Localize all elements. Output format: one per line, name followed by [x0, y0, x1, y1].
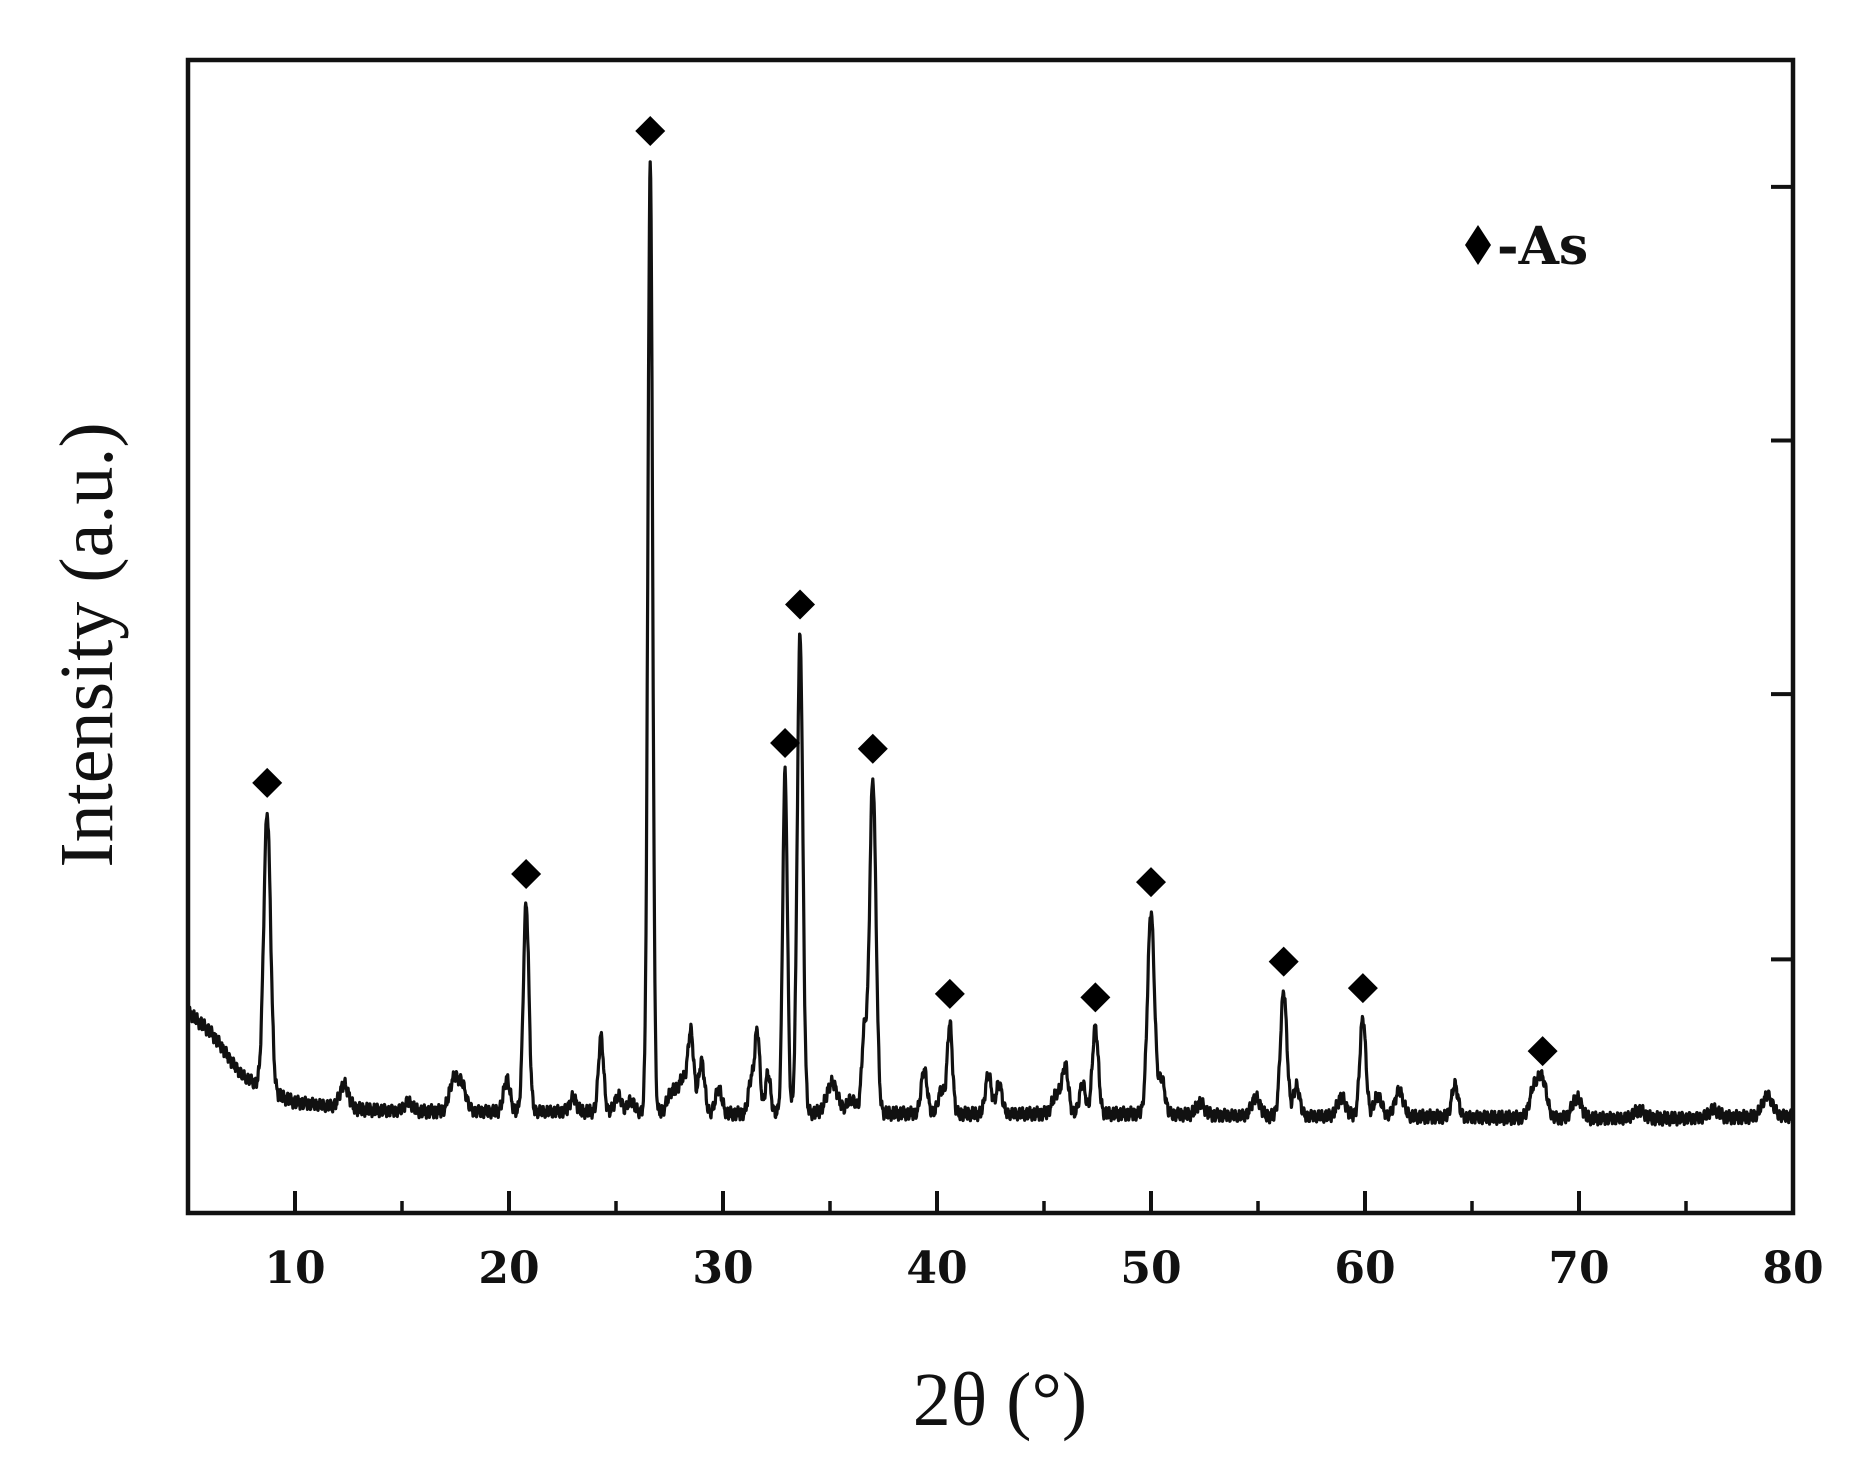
peak-diamond-marker	[1080, 982, 1111, 1013]
legend-diamond-marker	[1465, 225, 1491, 265]
peak-diamond-marker	[785, 589, 816, 620]
peak-diamond-marker	[857, 733, 888, 764]
peak-diamond-marker	[635, 116, 666, 147]
x-tick-label: 30	[692, 1243, 753, 1294]
tick-labels: 10 20 30 40 50 60 70 80	[264, 1243, 1823, 1294]
plot-area	[185, 57, 1796, 1216]
peak-diamond-marker	[511, 858, 542, 889]
x-axis-title: 2θ (°)	[913, 1358, 1087, 1442]
axis-ticks	[293, 184, 1795, 1213]
peak-diamond-marker	[1136, 867, 1166, 898]
peak-diamond-marker	[934, 978, 965, 1009]
x-tick-label: 70	[1548, 1243, 1609, 1294]
x-tick-label: 60	[1334, 1243, 1395, 1294]
x-tick-label: 20	[478, 1243, 539, 1294]
peak-diamond-marker	[1527, 1036, 1558, 1067]
peak-diamond-marker	[1268, 946, 1299, 977]
legend-label: -As	[1497, 216, 1588, 277]
x-tick-label: 10	[264, 1243, 325, 1294]
peak-markers	[252, 116, 1558, 1067]
peak-diamond-marker	[252, 767, 283, 798]
x-tick-label: 50	[1120, 1243, 1181, 1294]
x-tick-label: 80	[1762, 1243, 1823, 1294]
plot-frame	[185, 57, 1796, 1216]
peak-diamond-marker	[770, 728, 801, 759]
legend: -As	[1465, 216, 1588, 277]
xrd-pattern-line	[186, 160, 1795, 1127]
peak-diamond-marker	[1347, 973, 1378, 1004]
x-tick-label: 40	[906, 1243, 967, 1294]
y-axis-title: Intensity (a.u.)	[45, 422, 129, 867]
